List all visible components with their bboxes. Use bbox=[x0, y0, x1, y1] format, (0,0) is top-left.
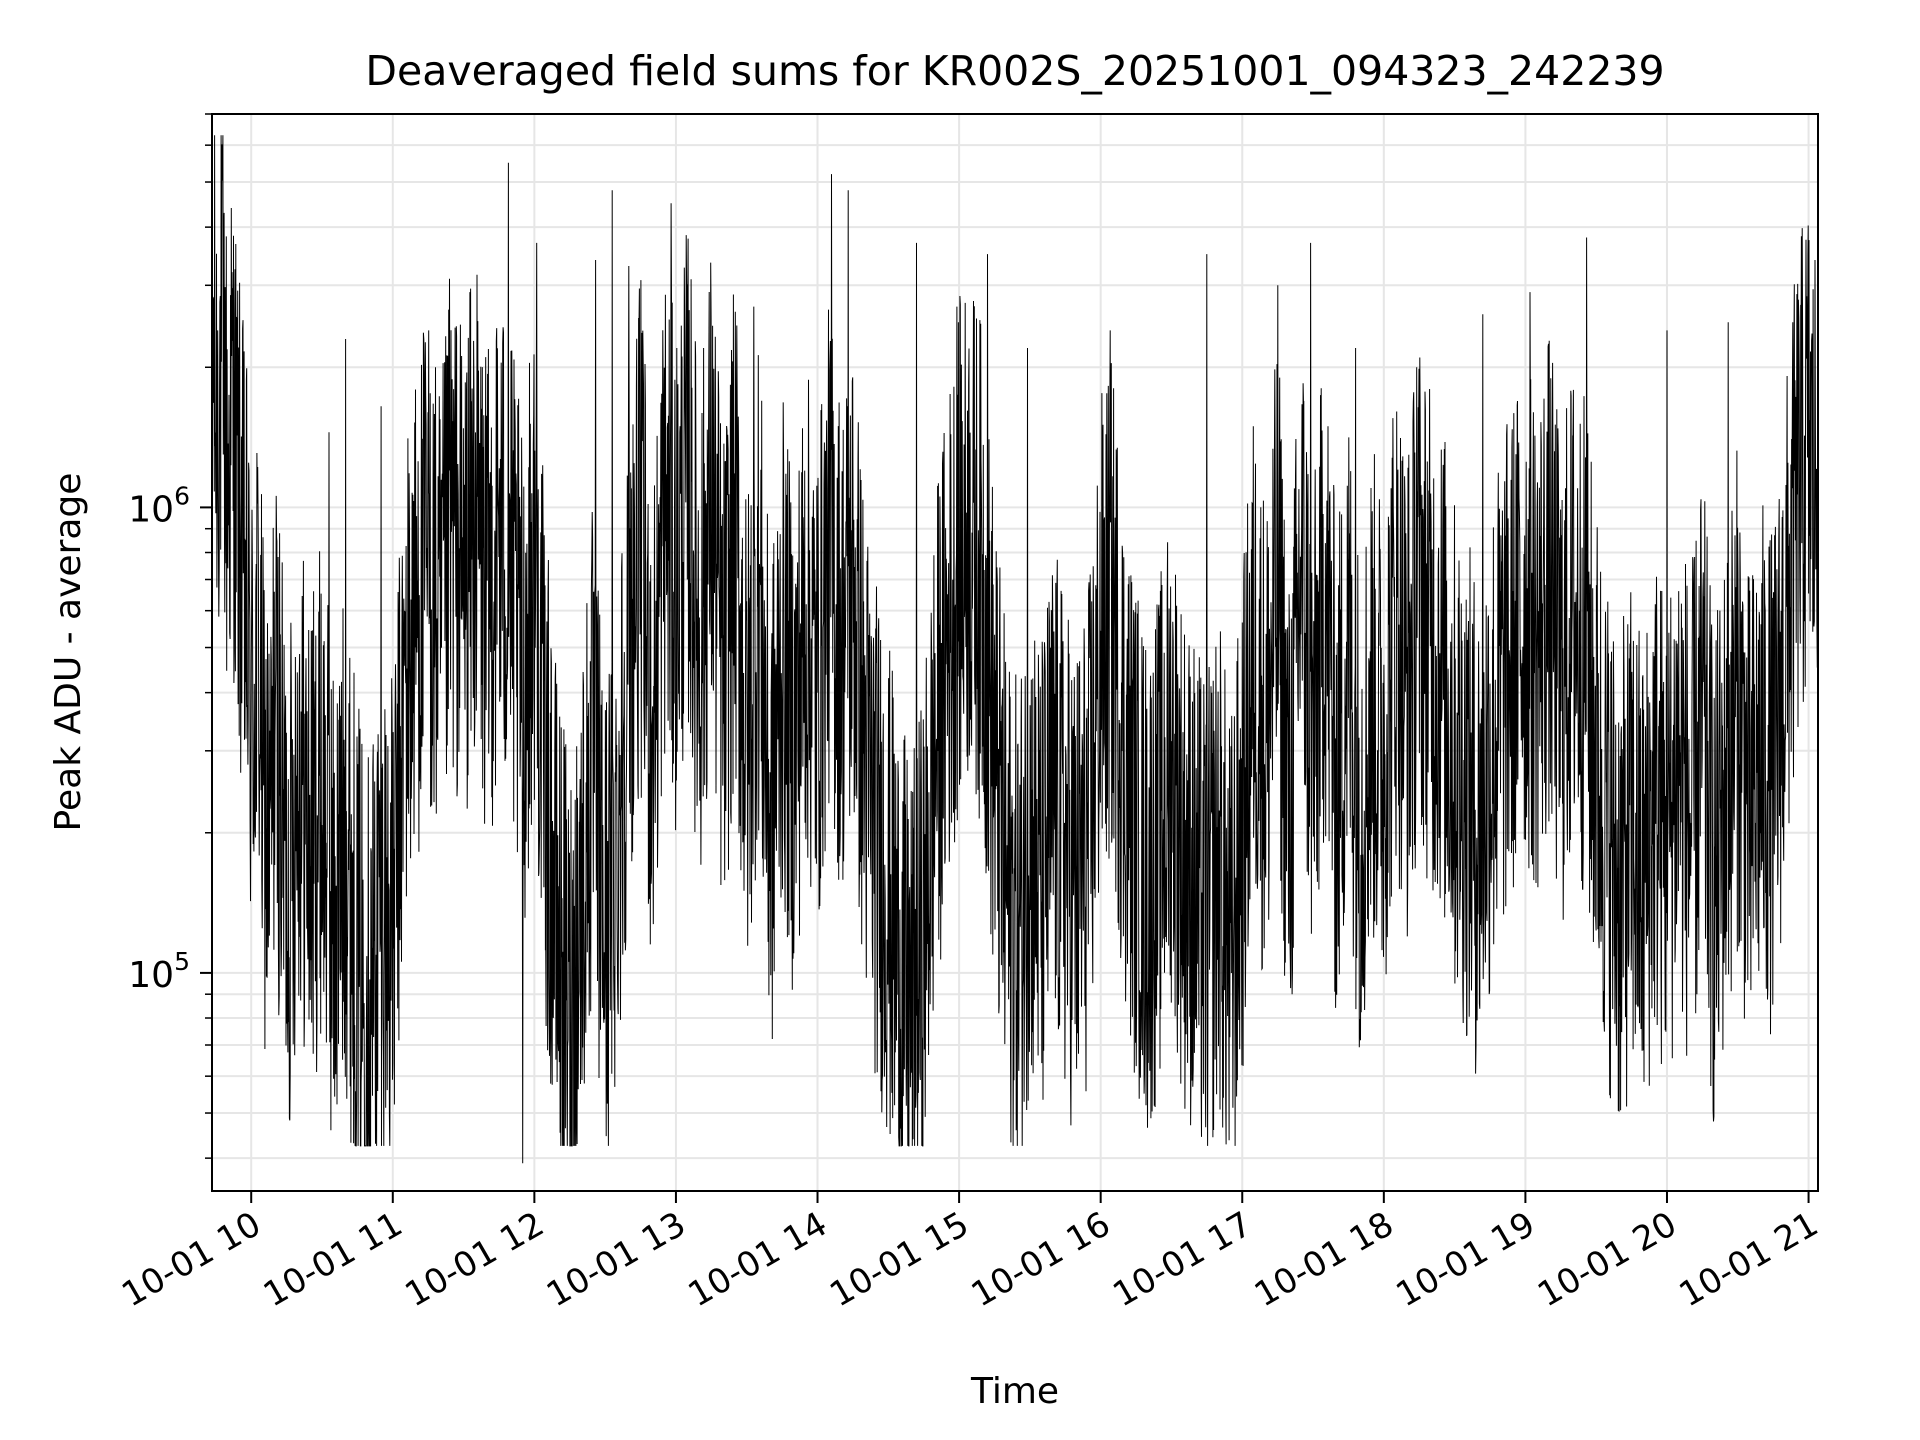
y-tick-label: 106 bbox=[128, 481, 190, 530]
plot-frame bbox=[211, 113, 1819, 1192]
series-layer bbox=[211, 135, 1819, 1164]
x-axis-label: Time bbox=[970, 1371, 1059, 1412]
y-axis-label: Peak ADU - average bbox=[48, 473, 89, 832]
chart-title: Deaveraged field sums for KR002S_2025100… bbox=[365, 47, 1664, 95]
y-tick-label: 105 bbox=[128, 947, 190, 996]
series-line bbox=[211, 135, 1819, 1164]
y-axis: 105 106 bbox=[128, 113, 212, 1159]
